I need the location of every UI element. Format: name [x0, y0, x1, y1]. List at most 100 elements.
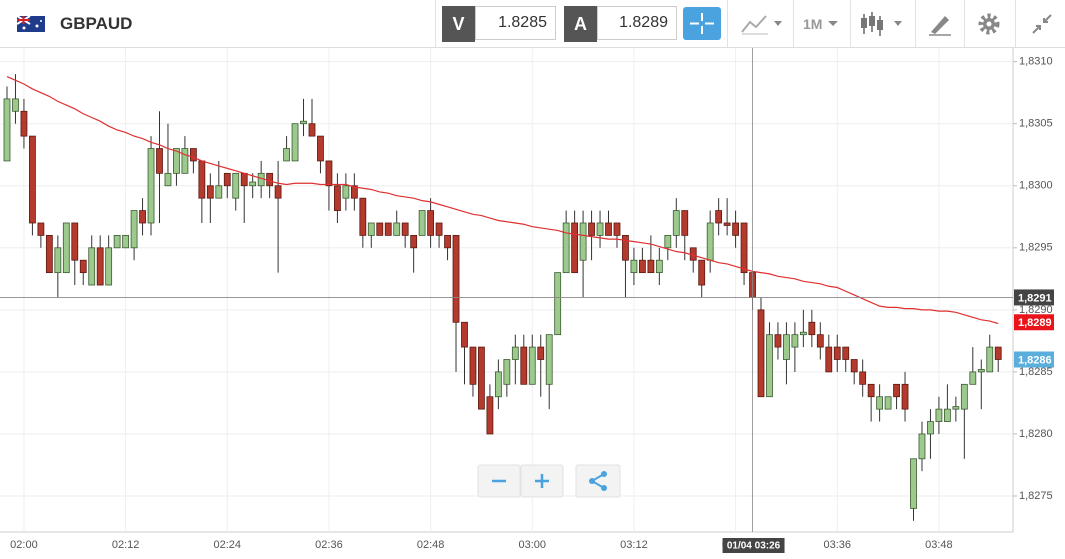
candle-body — [54, 247, 62, 274]
candle-body — [189, 148, 197, 162]
candle-body — [943, 408, 951, 422]
crosshair-y-tag — [1014, 289, 1054, 306]
x-tick-label: 03:12 — [620, 539, 648, 551]
candle-body — [503, 359, 511, 385]
candle-body — [816, 334, 824, 348]
draw-button[interactable] — [927, 12, 953, 36]
candle-body — [927, 421, 934, 435]
candle-body — [122, 234, 130, 249]
candle-body — [139, 210, 146, 224]
candle-body — [156, 148, 163, 174]
candle-body — [291, 123, 299, 162]
x-tick-label: 02:12 — [112, 539, 140, 551]
candle-body — [554, 272, 562, 336]
candle-body — [918, 433, 926, 460]
candle-body — [62, 222, 70, 274]
candle-body — [29, 135, 36, 224]
candle-body — [766, 334, 773, 398]
bid-price: 1.8285 — [475, 6, 556, 40]
candle-body — [613, 222, 621, 236]
candle-body — [740, 222, 748, 274]
candle-body — [664, 234, 672, 249]
candle-body — [757, 309, 765, 398]
toolbar: GBPAUD V 1.8285 A 1.8289 1M — [0, 0, 1065, 48]
candle-body — [545, 334, 553, 385]
candle-body — [605, 222, 612, 236]
candle-body — [622, 234, 629, 261]
y-tick-label: 1,8310 — [1019, 56, 1053, 68]
candle-body — [342, 185, 350, 199]
crosshair-button[interactable] — [683, 7, 721, 40]
share-button[interactable] — [575, 464, 621, 498]
candle-body — [12, 98, 19, 112]
crosshair-x-label: 01/04 03:26 — [727, 541, 781, 552]
candle-body — [486, 396, 494, 435]
candle-body — [232, 172, 240, 199]
y-tick-label: 1,8295 — [1019, 242, 1053, 254]
candle-body — [308, 123, 316, 137]
candle-body — [435, 222, 443, 236]
ask-price: 1.8289 — [597, 6, 677, 40]
share-dot — [601, 485, 607, 491]
candle-body — [647, 259, 655, 274]
price-label: 1,8286 — [1018, 354, 1052, 366]
plus-icon — [535, 474, 549, 488]
timeframe-button[interactable]: 1M — [803, 0, 840, 47]
candle-body — [3, 98, 11, 162]
candle-body — [325, 160, 333, 187]
candle-body — [511, 346, 519, 360]
candle-body — [698, 259, 706, 286]
candle-body — [562, 222, 570, 274]
candle-body — [206, 185, 214, 199]
candle-body — [283, 148, 290, 162]
price-tag — [1014, 314, 1054, 331]
candle-body — [952, 406, 960, 410]
candle-body — [164, 172, 172, 187]
y-tick-label: 1,8285 — [1019, 366, 1053, 378]
candle-body — [588, 222, 595, 236]
candle-body — [791, 334, 799, 348]
settings-button[interactable] — [977, 12, 1001, 36]
candle-body — [630, 259, 638, 274]
candle-body — [596, 222, 604, 236]
candle-body — [215, 185, 223, 199]
candle-body — [300, 120, 307, 125]
ask-button[interactable]: A — [564, 6, 597, 42]
candle-body — [350, 185, 358, 199]
candle-body — [257, 172, 265, 187]
candle-style-button[interactable] — [860, 10, 908, 38]
candle-body — [884, 396, 892, 410]
collapse-button[interactable] — [1030, 12, 1054, 36]
candle-body — [444, 234, 451, 249]
candle-body — [639, 259, 646, 274]
candle-body — [528, 346, 536, 385]
candle-body — [20, 110, 28, 137]
candle-body — [317, 135, 324, 162]
candle-body — [274, 185, 282, 199]
candle-body — [266, 172, 274, 187]
candle-body — [681, 210, 689, 236]
share-dot — [589, 478, 595, 484]
candle-body — [960, 383, 968, 410]
candle-body — [130, 210, 138, 249]
candle-body — [478, 346, 485, 410]
candle-body — [88, 247, 96, 286]
candle-body — [113, 234, 121, 249]
candle-body — [732, 222, 739, 236]
crosshair-x-tag — [722, 538, 785, 553]
candle-body — [198, 160, 206, 199]
candle-body — [774, 334, 782, 348]
candle-body — [410, 234, 418, 249]
candle-body — [706, 222, 714, 261]
candle-body — [249, 181, 257, 187]
candle-body — [147, 148, 155, 224]
x-tick-label: 02:48 — [417, 539, 445, 551]
candle-body — [71, 222, 79, 261]
bid-button[interactable]: V — [442, 6, 475, 42]
chart-type-button[interactable] — [740, 12, 785, 36]
y-tick-label: 1,8305 — [1019, 118, 1053, 130]
candle-body — [96, 247, 104, 286]
x-tick-label: 03:48 — [925, 539, 953, 551]
candle-body — [977, 369, 985, 373]
share-dot — [601, 471, 607, 477]
